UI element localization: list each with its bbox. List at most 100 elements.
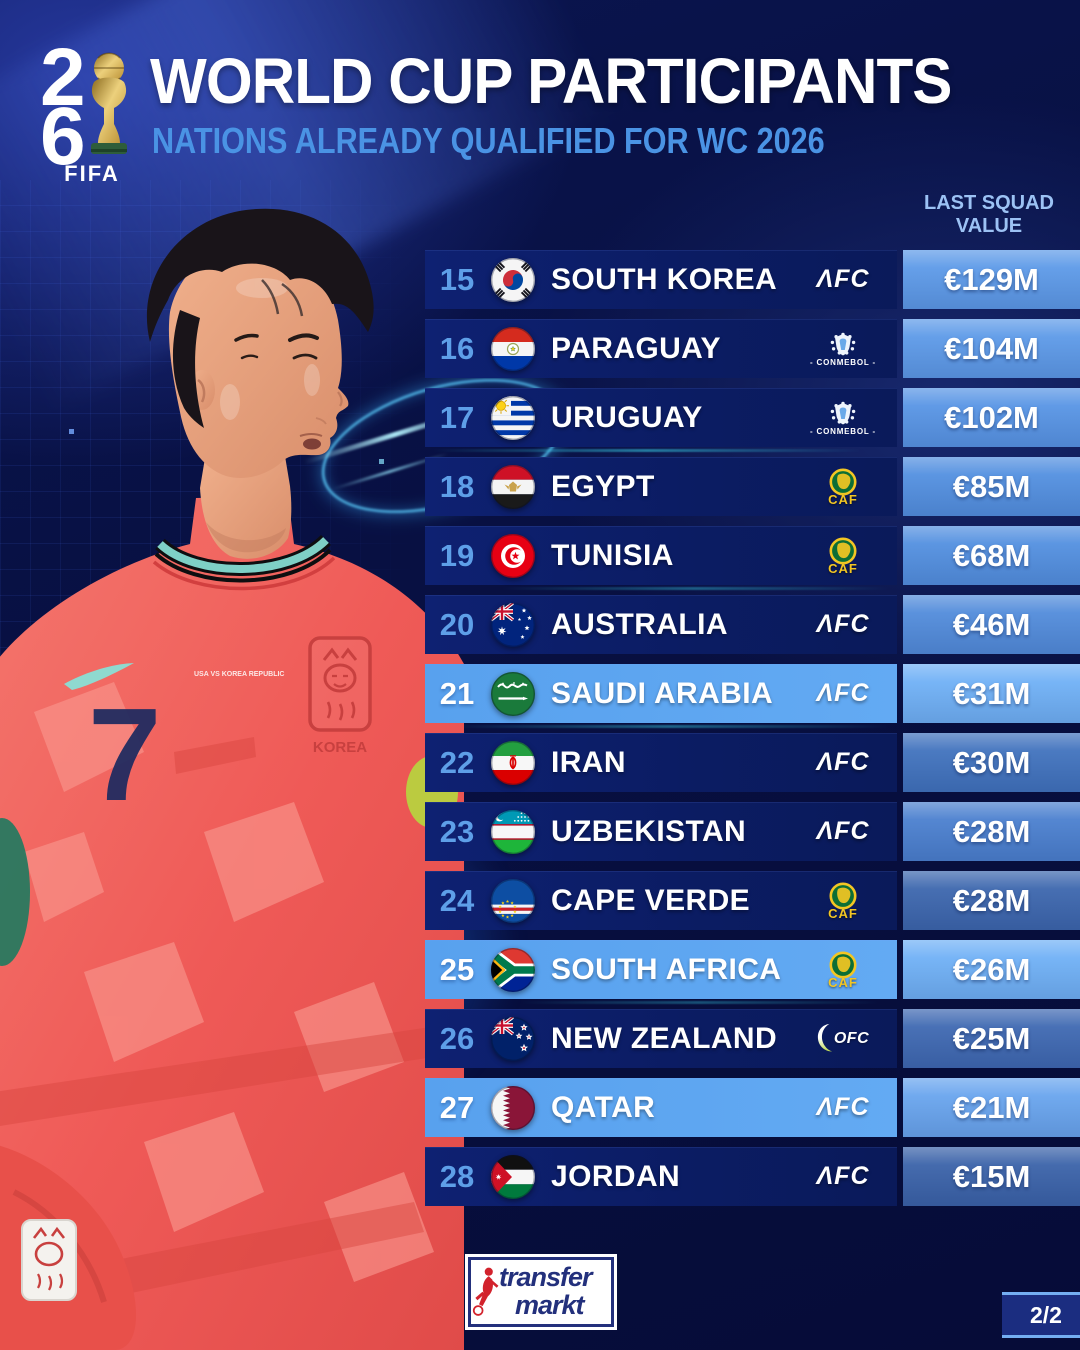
row-main: 16 PARAGUAY - CONMEBOL - [425,319,897,378]
squad-value-cell: €104M [903,319,1080,378]
squad-value-label: €15M [952,1158,1031,1194]
tunisia-flag-icon [491,533,535,578]
brand-word-transfer: transfer [499,1262,593,1292]
caf-logo-text: CAF [828,905,858,921]
row-main: 25 SOUTH AFRICA CAF [425,940,897,999]
row-main: 28 JORDAN ΛFC [425,1147,897,1206]
table-row: 22 IRAN ΛFC €30M [425,733,1080,792]
row-main: 27 QATAR ΛFC [425,1078,897,1137]
table-row: 18 EGYPT CAF €85M [425,457,1080,516]
fifa-wc26-logo: 2 6 FIFA [40,32,152,186]
squad-value-label: €104M [944,330,1039,366]
rank-label: 16 [439,330,475,366]
saudi-arabia-flag-icon [491,671,535,716]
rank-label: 17 [439,399,475,435]
rank-label: 25 [439,951,475,987]
afc-logo-icon: ΛFC [793,265,893,294]
table-row: 23 UZBEKISTAN ΛFC €28M [425,802,1080,861]
qualified-table: 15 SOUTH KOREA ΛFC €129M 16 PARAGUAY - CONMEBO… [425,250,1080,1216]
egypt-flag-icon [491,464,535,509]
rank-label: 27 [439,1089,475,1125]
afc-logo-text: ΛFC [816,817,870,845]
conmebol-logo-text: - CONMEBOL - [810,426,876,436]
country-label: QATAR [551,1090,656,1124]
afc-logo-icon: ΛFC [793,1093,893,1122]
table-row: 15 SOUTH KOREA ΛFC €129M [425,250,1080,309]
jersey-number: 7 [88,681,161,828]
value-column-header-line1: LAST SQUAD [924,192,1054,214]
squad-value-cell: €102M [903,388,1080,447]
world-cup-trophy-icon [78,46,140,163]
row-main: 18 EGYPT CAF [425,457,897,516]
caf-logo-text: CAF [828,560,858,576]
squad-value-label: €30M [952,744,1031,780]
squad-value-label: €46M [952,606,1031,642]
south-africa-flag-icon [491,947,535,992]
table-row: 27 QATAR ΛFC €21M [425,1078,1080,1137]
afc-logo-icon: ΛFC [793,1162,893,1191]
afc-logo-text: ΛFC [816,1162,870,1190]
country-label: EGYPT [551,469,655,503]
background-streak [500,587,890,590]
caf-logo-icon: CAF [793,537,893,575]
iran-flag-icon [491,740,535,785]
country-label: TUNISIA [551,538,674,572]
squad-value-label: €21M [952,1089,1031,1125]
squad-value-cell: €85M [903,457,1080,516]
country-label: SAUDI ARABIA [551,676,774,710]
table-row: 17 URUGUAY - CONMEBOL - €102M [425,388,1080,447]
table-row: 26 NEW ZEALAND OFC €25M [425,1009,1080,1068]
rank-label: 19 [439,537,475,573]
logo-digits: 2 6 [40,32,86,183]
squad-value-label: €31M [952,675,1031,711]
row-main: 24 CAPE VERDE CAF [425,871,897,930]
country-label: NEW ZEALAND [551,1021,778,1055]
korea-crest: KOREA [308,636,372,756]
ofc-logo-icon: OFC [793,1020,893,1058]
squad-value-cell: €30M [903,733,1080,792]
rank-label: 15 [439,261,475,297]
caf-logo-text: CAF [828,974,858,990]
paraguay-flag-icon [491,326,535,371]
country-label: UZBEKISTAN [551,814,747,848]
afc-logo-icon: ΛFC [793,679,893,708]
south-korea-flag-icon [491,257,535,302]
country-label: SOUTH KOREA [551,262,778,296]
row-main: 23 UZBEKISTAN ΛFC [425,802,897,861]
country-label: JORDAN [551,1159,681,1193]
squad-value-cell: €129M [903,250,1080,309]
country-label: PARAGUAY [551,331,721,365]
row-main: 17 URUGUAY - CONMEBOL - [425,388,897,447]
country-label: CAPE VERDE [551,883,751,917]
table-row: 21 SAUDI ARABIA ΛFC €31M [425,664,1080,723]
afc-logo-text: ΛFC [816,748,870,776]
squad-value-label: €28M [952,882,1031,918]
background-streak [520,1001,880,1004]
squad-value-cell: €46M [903,595,1080,654]
conmebol-logo-icon: - CONMEBOL - [793,400,893,436]
player-photo-son-heung-min: 7 USA VS KOREA REPUBLIC KOREA [0,192,464,1350]
uzbekistan-flag-icon [491,809,535,854]
table-row: 16 PARAGUAY - CONMEBOL - €104M [425,319,1080,378]
table-row: 25 SOUTH AFRICA CAF €26M [425,940,1080,999]
row-main: 26 NEW ZEALAND OFC [425,1009,897,1068]
ofc-logo-text: OFC [833,1029,870,1047]
caf-logo-text: CAF [828,491,858,507]
fifa-wordmark: FIFA [64,161,120,186]
korea-crest-label: KOREA [313,739,367,756]
conmebol-logo-text: - CONMEBOL - [810,357,876,367]
qatar-flag-icon [491,1085,535,1130]
background-streak [450,725,890,728]
country-label: AUSTRALIA [551,607,728,641]
uruguay-flag-icon [491,395,535,440]
jordan-flag-icon [491,1154,535,1199]
table-row: 28 JORDAN ΛFC €15M [425,1147,1080,1206]
squad-value-label: €26M [952,951,1031,987]
rank-label: 23 [439,813,475,849]
logo-digit-6: 6 [40,91,86,183]
logo-digit-2: 2 [40,32,86,123]
afc-logo-icon: ΛFC [793,817,893,846]
value-column-header-line2: VALUE [955,215,1023,237]
afc-logo-text: ΛFC [816,265,870,293]
